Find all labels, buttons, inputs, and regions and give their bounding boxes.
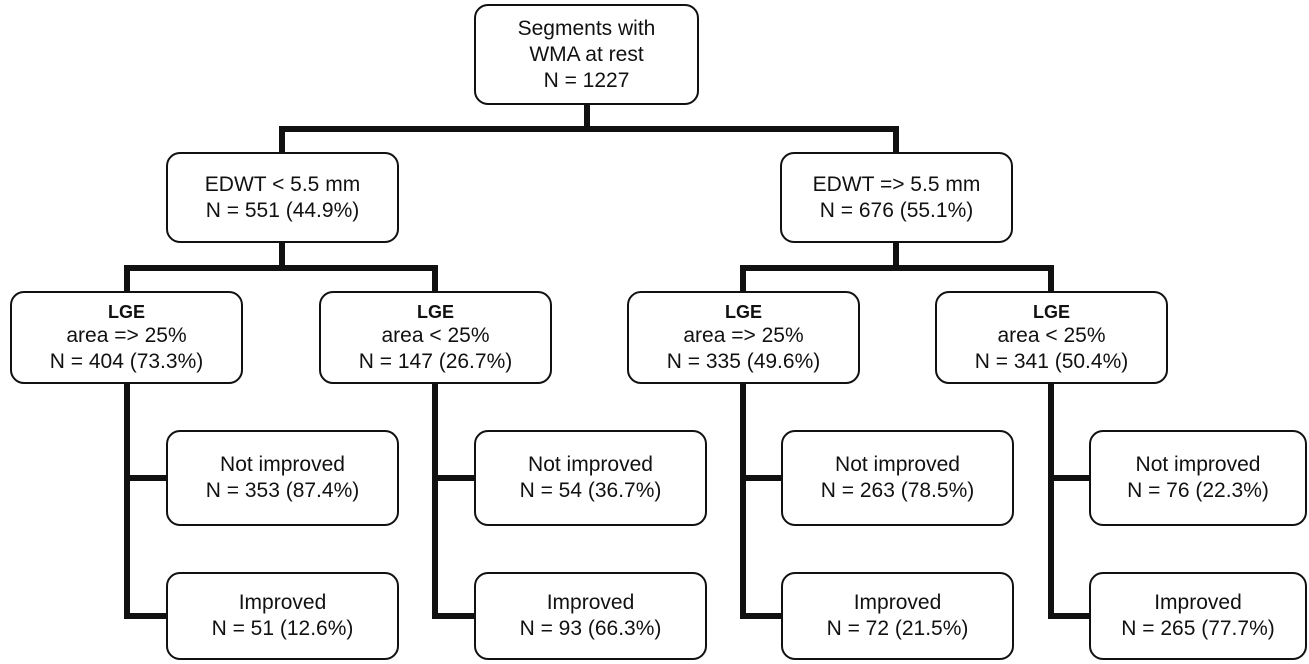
edwt-high-node: EDWT => 5.5 mm N = 676 (55.1%): [780, 152, 1013, 243]
node-label: Improved: [1154, 591, 1242, 614]
connector-l2d-outcomes: [1048, 384, 1089, 619]
node-title: LGE: [724, 301, 762, 322]
connector-root-level1: [279, 105, 899, 152]
not-improved-node-2: Not improved N = 54 (36.7%): [474, 430, 707, 526]
node-label: Not improved: [1135, 453, 1261, 476]
node-count: N = 76 (22.3%): [1127, 479, 1269, 502]
node-count: N = 404 (73.3%): [49, 349, 204, 373]
node-count: N = 263 (78.5%): [820, 479, 975, 502]
node-count: N = 54 (36.7%): [519, 479, 662, 502]
improved-node-2: Improved N = 93 (66.3%): [474, 572, 707, 660]
node-label: Improved: [546, 591, 635, 614]
node-count: N = 341 (50.4%): [974, 349, 1129, 373]
root-count: N = 1227: [543, 68, 630, 92]
lge-low-node-left: LGE area < 25% N = 147 (26.7%): [319, 291, 552, 384]
node-label: Improved: [238, 591, 327, 614]
node-count: N = 551 (44.9%): [205, 198, 360, 222]
lge-low-node-right: LGE area < 25% N = 341 (50.4%): [935, 291, 1168, 384]
improved-node-4: Improved N = 265 (77.7%): [1089, 572, 1307, 660]
node-title: LGE: [1032, 301, 1070, 322]
edwt-low-node: EDWT < 5.5 mm N = 551 (44.9%): [166, 152, 399, 243]
node-count: N = 265 (77.7%): [1121, 617, 1275, 640]
node-title: LGE: [107, 301, 145, 322]
improved-node-3: Improved N = 72 (21.5%): [781, 572, 1014, 660]
node-count: N = 676 (55.1%): [819, 198, 974, 222]
node-label: Not improved: [528, 453, 653, 476]
root-line2: WMA at rest: [529, 42, 644, 66]
node-title: LGE: [416, 301, 454, 322]
node-count: N = 72 (21.5%): [826, 617, 969, 640]
not-improved-node-3: Not improved N = 263 (78.5%): [781, 430, 1014, 526]
lge-high-node-right: LGE area => 25% N = 335 (49.6%): [627, 291, 860, 384]
root-node: Segments with WMA at rest N = 1227: [474, 4, 699, 105]
connector-l1b-level2: [740, 243, 1054, 291]
node-count: N = 147 (26.7%): [358, 349, 513, 373]
node-label: EDWT => 5.5 mm: [812, 172, 981, 196]
root-line1: Segments with: [517, 16, 656, 40]
node-label: Not improved: [835, 453, 960, 476]
node-count: N = 51 (12.6%): [211, 617, 354, 640]
not-improved-node-4: Not improved N = 76 (22.3%): [1089, 430, 1307, 526]
connector-l2b-outcomes: [432, 384, 474, 619]
node-label: EDWT < 5.5 mm: [204, 172, 361, 196]
connector-l2a-outcomes: [124, 384, 166, 619]
node-label: area < 25%: [381, 323, 490, 347]
connector-l2c-outcomes: [740, 384, 781, 619]
connector-l1a-level2: [124, 243, 438, 291]
improved-node-1: Improved N = 51 (12.6%): [166, 572, 399, 660]
node-label: area => 25%: [66, 323, 187, 347]
lge-high-node-left: LGE area => 25% N = 404 (73.3%): [10, 291, 243, 384]
node-label: area => 25%: [683, 323, 804, 347]
node-count: N = 353 (87.4%): [205, 479, 360, 502]
not-improved-node-1: Not improved N = 353 (87.4%): [166, 430, 399, 526]
node-count: N = 335 (49.6%): [666, 349, 821, 373]
node-count: N = 93 (66.3%): [519, 617, 662, 640]
node-label: area < 25%: [997, 323, 1106, 347]
node-label: Not improved: [220, 453, 345, 476]
node-label: Improved: [853, 591, 942, 614]
